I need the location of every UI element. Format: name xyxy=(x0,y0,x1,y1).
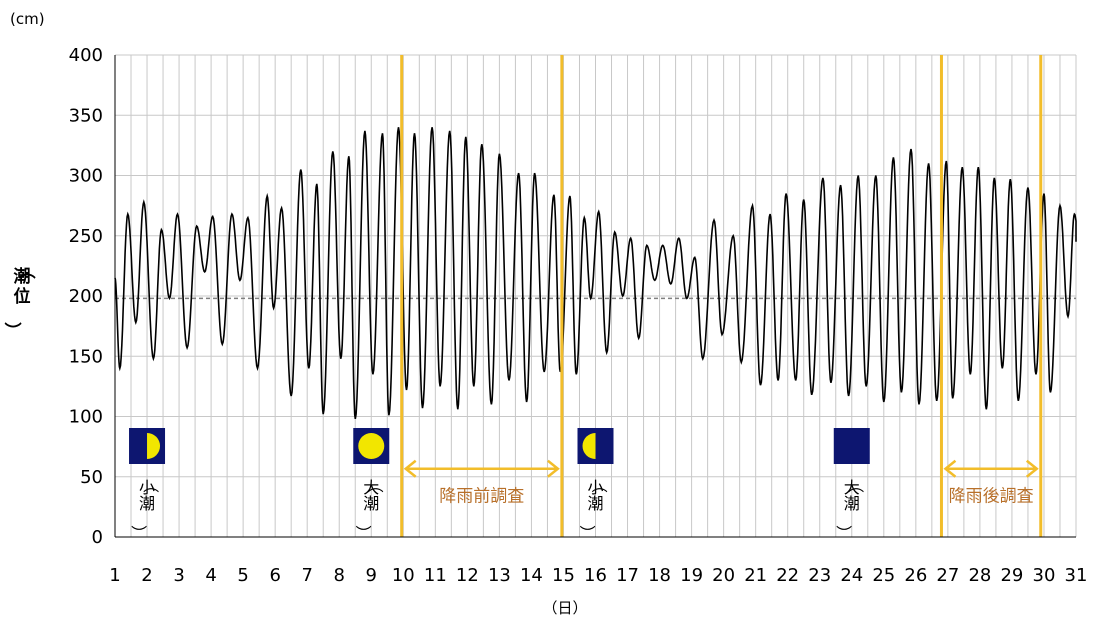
moon-phase-label: （大潮） xyxy=(834,477,865,541)
y-tick-label: 400 xyxy=(69,45,103,66)
y-tick-label: 300 xyxy=(69,166,103,187)
x-tick-label: 10 xyxy=(392,565,415,586)
x-tick-label: 21 xyxy=(744,565,767,586)
x-tick-label: 8 xyxy=(334,565,345,586)
arrow-head-left xyxy=(943,459,957,478)
x-tick-label: 7 xyxy=(301,565,312,586)
y-unit-label: (cm) xyxy=(10,10,45,28)
x-tick-label: 24 xyxy=(840,565,863,586)
y-tick-label: 100 xyxy=(69,407,103,428)
y-tick-label: 50 xyxy=(80,467,103,488)
x-tick-label: 25 xyxy=(872,565,895,586)
moon-half xyxy=(147,433,161,459)
full-moon-icon xyxy=(353,428,390,464)
moon-phase-label: （小潮） xyxy=(129,477,160,541)
annotation-label: 降雨後調査 xyxy=(949,487,1034,507)
x-tick-label: 13 xyxy=(488,565,511,586)
x-tick-label: 22 xyxy=(776,565,799,586)
x-tick-label: 5 xyxy=(237,565,248,586)
moon-background xyxy=(833,428,870,464)
new-moon-icon xyxy=(833,428,870,464)
x-tick-label: 27 xyxy=(936,565,959,586)
x-unit-label: （日） xyxy=(542,599,587,617)
x-tick-label: 3 xyxy=(173,565,184,586)
moon-disc xyxy=(358,433,385,459)
y-tick-label: 200 xyxy=(69,286,103,307)
x-tick-label: 28 xyxy=(968,565,991,586)
annotation-label: 降雨前調査 xyxy=(439,487,524,507)
x-tick-label: 23 xyxy=(808,565,831,586)
y-tick-label: 250 xyxy=(69,226,103,247)
moon-phase-markers: （小潮） （大潮） （小潮） （大潮） xyxy=(129,428,870,541)
moon-half xyxy=(582,433,596,459)
x-tick-label: 4 xyxy=(205,565,216,586)
x-tick-label: 1 xyxy=(109,565,120,586)
x-tick-label: 11 xyxy=(424,565,447,586)
y-tick-label: 150 xyxy=(69,346,103,367)
arrow-head-right xyxy=(547,459,560,478)
survey-annotations: 降雨前調査 降雨後調査 xyxy=(403,459,1039,507)
x-tick-label: 29 xyxy=(1000,565,1023,586)
tide-series-line xyxy=(114,127,1077,420)
survey-period-lines xyxy=(400,55,1043,537)
x-tick-label: 17 xyxy=(616,565,639,586)
x-tick-label: 26 xyxy=(904,565,927,586)
x-tick-label: 19 xyxy=(680,565,703,586)
x-tick-label: 2 xyxy=(141,565,152,586)
y-tick-label: 0 xyxy=(92,527,103,548)
y-tick-label: 350 xyxy=(69,105,103,126)
arrow-head-left xyxy=(403,459,417,478)
x-tick-label: 31 xyxy=(1065,565,1088,586)
last-quarter-icon xyxy=(577,428,614,464)
x-tick-label: 14 xyxy=(520,565,543,586)
x-tick-label: 20 xyxy=(712,565,735,586)
arrow-head-right xyxy=(1025,459,1039,478)
x-tick-label: 18 xyxy=(648,565,671,586)
x-tick-label: 30 xyxy=(1033,565,1056,586)
x-tick-label: 16 xyxy=(584,565,607,586)
x-tick-label: 12 xyxy=(456,565,479,586)
x-tick-label: 6 xyxy=(269,565,280,586)
y-axis-label: （潮位） xyxy=(2,262,37,339)
x-tick-label: 9 xyxy=(366,565,377,586)
moon-phase-label: （大潮） xyxy=(353,477,384,541)
moon-phase-label: （小潮） xyxy=(577,477,608,541)
x-tick-label: 15 xyxy=(552,565,575,586)
grid-lines xyxy=(114,54,1077,538)
first-quarter-icon xyxy=(129,428,166,464)
